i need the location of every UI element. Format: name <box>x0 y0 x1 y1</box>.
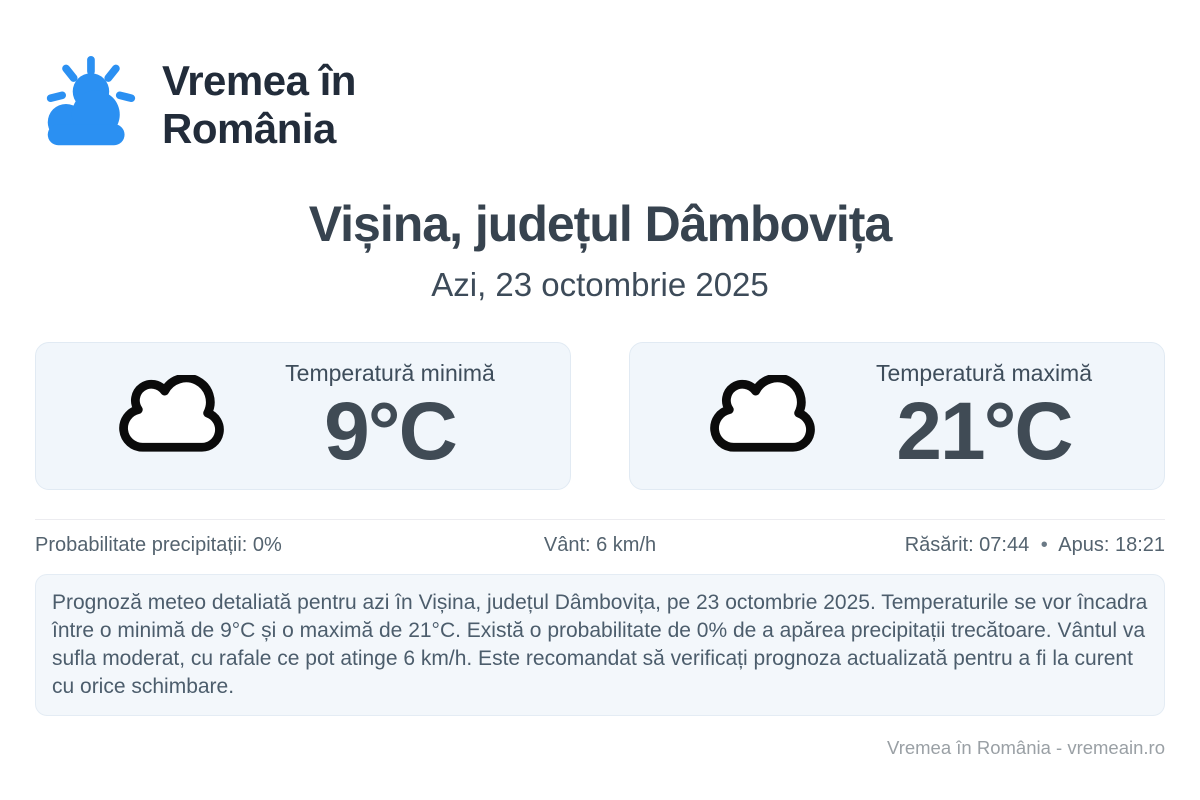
page-title: Vișina, județul Dâmbovița <box>308 196 893 252</box>
forecast-summary-box: Prognoză meteo detaliată pentru azi în V… <box>35 574 1165 716</box>
min-temperature-value: 9°C <box>324 385 458 477</box>
logo-line-1: Vremea în <box>162 57 356 104</box>
min-temperature-label: Temperatură minimă <box>285 359 495 386</box>
forecast-text: Prognoză meteo detaliată pentru azi în V… <box>52 591 1148 698</box>
sunset-stat: Apus: 18:21 <box>1058 534 1166 556</box>
sunrise-stat: Răsărit: 07:44 <box>904 534 1030 556</box>
temperature-cards: Temperatură minimă 9°C Temperatură maxim… <box>35 342 1165 490</box>
cloud-icon <box>119 375 224 452</box>
max-temperature-value: 21°C <box>896 385 1073 477</box>
page-date: Azi, 23 octombrie 2025 <box>431 266 769 303</box>
max-temperature-card: Temperatură maximă 21°C <box>629 342 1165 490</box>
stats-row: Probabilitate precipitații: 0% Vânt: 6 k… <box>35 534 1165 557</box>
wind-stat: Vânt: 6 km/h <box>543 534 657 556</box>
bullet-separator: • <box>1040 534 1048 556</box>
min-temperature-block: Temperatură minimă 9°C <box>285 360 495 473</box>
sun-cloud-icon <box>46 55 136 146</box>
cloud-icon <box>710 375 815 452</box>
site-logo[interactable]: Vremea în România <box>40 55 1165 153</box>
precipitation-stat: Probabilitate precipitații: 0% <box>35 534 282 556</box>
site-logo-text: Vremea în România <box>162 57 356 153</box>
max-temperature-block: Temperatură maximă 21°C <box>876 360 1092 473</box>
max-temperature-label: Temperatură maximă <box>875 359 1093 386</box>
divider <box>35 519 1165 520</box>
sun-times-stat: Răsărit: 07:44 • Apus: 18:21 <box>788 534 1165 557</box>
logo-line-2: România <box>162 105 336 152</box>
footer-credit: Vremea în România - vremeain.ro <box>887 737 1165 758</box>
min-temperature-card: Temperatură minimă 9°C <box>35 342 571 490</box>
